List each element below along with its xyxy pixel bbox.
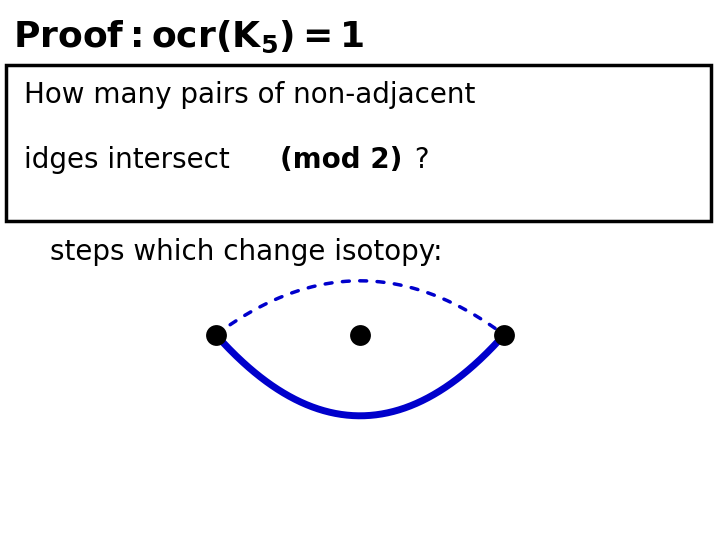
Text: idges intersect: idges intersect	[24, 146, 239, 174]
FancyBboxPatch shape	[6, 65, 711, 221]
Text: steps which change isotopy:: steps which change isotopy:	[50, 238, 443, 266]
Text: ?: ?	[406, 146, 430, 174]
Text: $\mathbf{Proof: ocr(K_5)=1}$: $\mathbf{Proof: ocr(K_5)=1}$	[13, 19, 364, 55]
Text: (mod 2): (mod 2)	[280, 146, 402, 174]
Text: How many pairs of non-adjacent: How many pairs of non-adjacent	[24, 81, 476, 109]
